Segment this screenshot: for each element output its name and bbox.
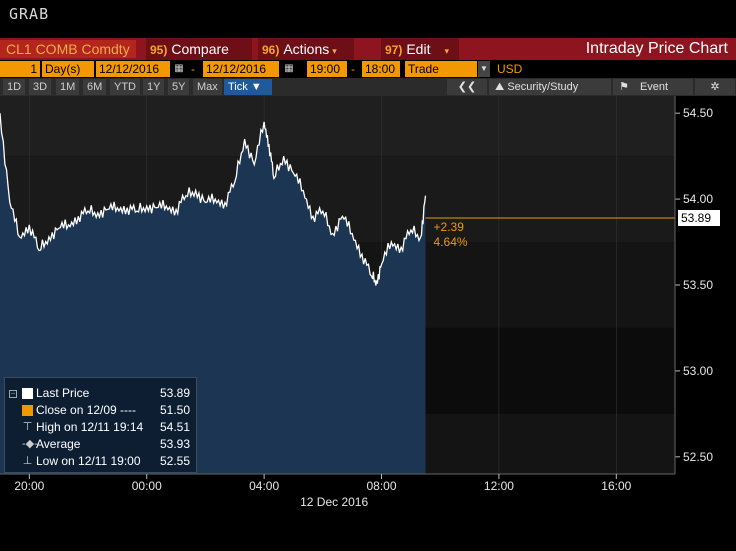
x-tick-label: 12:00 <box>484 479 514 493</box>
compare-menu-button[interactable]: 95) Compare <box>146 38 252 60</box>
legend-row-high: ⊤ High on 12/11 19:14 54.51 <box>5 419 196 436</box>
settings-gear-icon[interactable]: ✲ <box>695 79 735 95</box>
event-button[interactable]: ⚑ Event <box>613 79 693 95</box>
field-select[interactable]: Trade <box>405 61 477 77</box>
average-marker-icon: -◆- <box>22 438 38 450</box>
range-1d-button[interactable]: 1D <box>3 79 26 95</box>
y-tick-label: 54.00 <box>683 192 713 206</box>
actions-menu-button[interactable]: 96) Actions ▾ <box>258 38 354 60</box>
x-tick-label: 16:00 <box>601 479 631 493</box>
collapse-left-icon[interactable]: ❮❮ <box>447 79 487 95</box>
x-tick-label: 00:00 <box>132 479 162 493</box>
edit-menu-button[interactable]: 97) Edit ▾ <box>381 38 459 60</box>
end-date-field[interactable]: 12/12/2016 <box>203 61 279 77</box>
actions-label: Actions <box>283 41 330 57</box>
period-unit-field[interactable]: Day(s) <box>42 61 94 77</box>
menu-bar: CL1 COMB Comdty 95) Compare 96) Actions ▾ 9… <box>0 38 736 60</box>
tick-interval-label: Tick <box>228 81 248 93</box>
end-calendar-icon[interactable]: ▦ <box>284 63 294 74</box>
chevron-down-icon: ▼ <box>250 81 262 93</box>
time-separator: - <box>351 62 355 76</box>
range-6m-button[interactable]: 6M <box>83 79 107 95</box>
legend-row-average: -◆- Average 53.93 <box>5 436 196 453</box>
high-marker-icon: ⊤ <box>22 421 33 433</box>
legend-row-low: ⊥ Low on 12/11 19:00 52.55 <box>5 453 196 470</box>
date-separator: - <box>191 62 195 76</box>
price-chart[interactable]: +2.39 4.64% 54.50 54.00 53.50 53.00 52.50 20… <box>0 96 736 551</box>
y-tick-label: 53.50 <box>683 278 713 292</box>
add-study-icon: ⛰ <box>495 81 505 93</box>
chart-legend: − Last Price 53.89 Close on 12/09 ---- 5… <box>4 377 197 473</box>
last-price-swatch <box>22 388 33 399</box>
chart-toolbar: 1D 3D 1M 6M YTD 1Y 5Y Max Tick ▼ ❮❮ ⛰ Se… <box>0 78 736 96</box>
x-axis-date-label: 12 Dec 2016 <box>300 495 368 509</box>
field-dropdown-icon[interactable]: ▼ <box>478 61 490 77</box>
x-tick-label: 08:00 <box>367 479 397 493</box>
period-count-field[interactable]: 1 <box>0 61 40 77</box>
price-line <box>0 113 427 286</box>
price-chart-svg: +2.39 4.64% 54.50 54.00 53.50 53.00 52.50 20… <box>0 96 720 509</box>
last-price-value: 53.89 <box>159 386 190 400</box>
last-price-marker-label: 53.89 <box>681 211 711 225</box>
last-price-marker <box>678 209 720 226</box>
start-date-field[interactable]: 12/12/2016 <box>96 61 170 77</box>
low-label: Low on 12/11 19:00 <box>36 454 141 468</box>
close-label: Close on 12/09 ---- <box>36 403 137 417</box>
event-label: Event <box>639 81 669 93</box>
background-band <box>0 96 675 157</box>
last-price-label: Last Price <box>36 386 90 400</box>
chart-type-title: Intraday Price Chart <box>585 40 728 57</box>
high-label: High on 12/11 19:14 <box>36 420 144 434</box>
security-ticker[interactable]: CL1 COMB Comdty <box>0 40 136 58</box>
currency-label[interactable]: USD <box>497 62 523 76</box>
flag-icon: ⚑ <box>619 81 629 93</box>
average-label: Average <box>36 437 81 451</box>
close-swatch <box>22 405 33 416</box>
actions-dropdown-icon: ▾ <box>332 46 337 56</box>
actions-number: 96) <box>262 43 280 57</box>
high-value: 54.51 <box>159 420 190 434</box>
start-time-field[interactable]: 19:00 <box>307 61 347 77</box>
edit-number: 97) <box>385 43 403 57</box>
tick-interval-select[interactable]: Tick ▼ <box>224 79 272 95</box>
range-max-button[interactable]: Max <box>193 79 222 95</box>
y-tick-label: 54.50 <box>683 106 713 120</box>
low-marker-icon: ⊥ <box>22 455 33 467</box>
compare-number: 95) <box>150 43 168 57</box>
security-study-button[interactable]: ⛰ Security/Study <box>489 79 611 95</box>
security-study-label: Security/Study <box>507 81 579 93</box>
range-5y-button[interactable]: 5Y <box>168 79 190 95</box>
edit-label: Edit <box>406 41 431 57</box>
range-1y-button[interactable]: 1Y <box>143 79 165 95</box>
edit-dropdown-icon: ▾ <box>444 46 449 56</box>
legend-row-close: Close on 12/09 ---- 51.50 <box>5 402 196 419</box>
legend-row-last-price: − Last Price 53.89 <box>5 385 196 402</box>
x-tick-label: 04:00 <box>249 479 279 493</box>
change-label: +2.39 <box>434 220 465 234</box>
range-ytd-button[interactable]: YTD <box>110 79 140 95</box>
range-3d-button[interactable]: 3D <box>29 79 52 95</box>
end-time-field[interactable]: 18:00 <box>362 61 400 77</box>
collapse-legend-icon[interactable]: − <box>9 389 17 398</box>
x-axis: 20:00 00:00 04:00 08:00 12:00 16:00 <box>0 473 675 493</box>
range-1m-button[interactable]: 1M <box>56 79 80 95</box>
input-bar: 1 Day(s) 12/12/2016 ▦ - 12/12/2016 ▦ 19:… <box>0 60 736 78</box>
start-calendar-icon[interactable]: ▦ <box>174 63 184 74</box>
window-title: GRAB <box>9 5 50 23</box>
title-bar: GRAB <box>0 0 736 38</box>
low-value: 52.55 <box>159 454 190 468</box>
average-value: 53.93 <box>159 437 190 451</box>
x-tick-label: 20:00 <box>14 479 44 493</box>
change-percent-label: 4.64% <box>434 235 468 249</box>
y-tick-label: 52.50 <box>683 450 713 464</box>
compare-label: Compare <box>171 41 229 57</box>
y-axis: 54.50 54.00 53.50 53.00 52.50 <box>674 96 713 474</box>
close-value: 51.50 <box>159 403 190 417</box>
y-tick-label: 53.00 <box>683 364 713 378</box>
